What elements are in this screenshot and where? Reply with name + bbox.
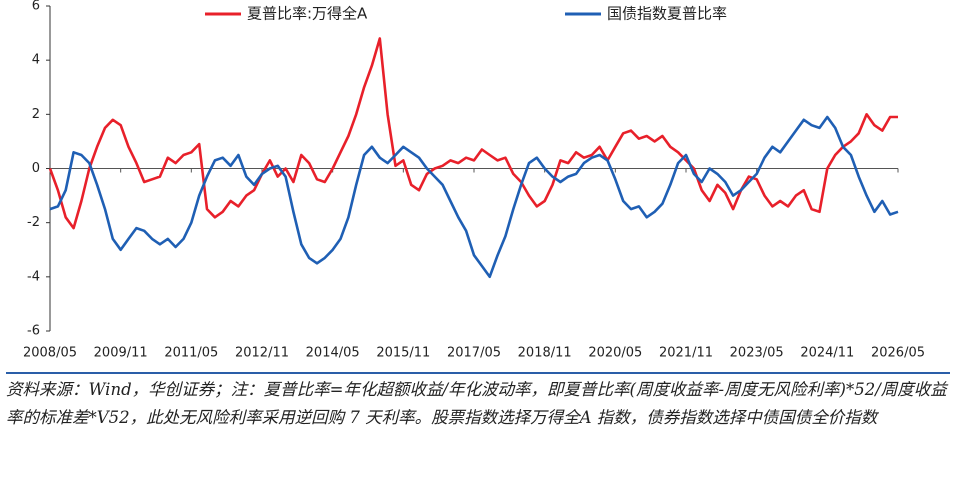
- x-tick-label: 2009/11: [94, 346, 148, 361]
- y-tick-label: -6: [27, 324, 40, 339]
- legend-label: 国债指数夏普比率: [607, 5, 727, 23]
- x-tick-label: 2017/05: [447, 346, 501, 361]
- x-tick-label: 2018/11: [518, 346, 572, 361]
- y-tick-label: -4: [27, 269, 40, 284]
- legend-label: 夏普比率:万得全A: [247, 5, 368, 23]
- footnote: 资料来源：Wind，华创证券；注：夏普比率=年化超额收益/年化波动率，即夏普比率…: [6, 372, 950, 432]
- x-tick-label: 2015/11: [376, 346, 430, 361]
- x-tick-label: 2023/05: [730, 346, 784, 361]
- chart: -6 -4 -2 0 2 4 6 2008/05 2009/11 2011/05 2012/11 20…: [23, 0, 925, 361]
- series-line: [49, 115, 899, 279]
- y-tick-label: 2: [32, 107, 40, 122]
- x-tick-label: 2020/05: [588, 346, 642, 361]
- x-tick-label: 2021/11: [659, 346, 713, 361]
- x-tick-label: 2012/11: [235, 346, 289, 361]
- y-tick-label: -2: [27, 215, 40, 230]
- y-tick-label: 0: [32, 161, 40, 176]
- y-tick-label: 6: [32, 0, 40, 14]
- x-tick-label: 2008/05: [23, 346, 77, 361]
- y-tick-label: 4: [32, 53, 40, 68]
- series-line: [48, 37, 898, 230]
- x-tick-label: 2024/11: [800, 346, 854, 361]
- x-tick-label: 2026/05: [871, 346, 925, 361]
- x-tick-label: 2011/05: [164, 346, 218, 361]
- x-tick-label: 2014/05: [306, 346, 360, 361]
